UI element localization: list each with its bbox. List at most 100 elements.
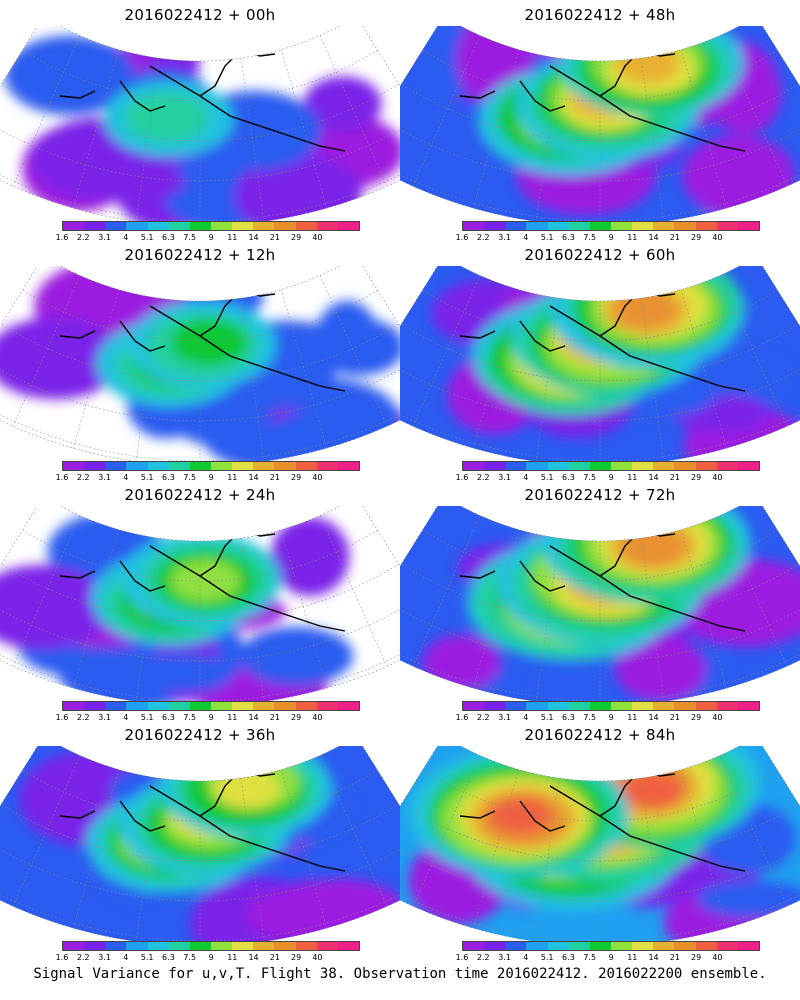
colorbar-swatch [505,702,527,710]
panel-title: 2016022412 + 60h [524,246,676,264]
colorbar-tick-label: 21 [269,713,280,722]
map-panel: 2016022412 + 60h 1.6 2.2 3.1 4 5.1 6.3 7.5 9 11 14… [400,240,800,490]
colorbar-tick-label: 4 [523,953,529,962]
colorbar-labels: 1.6 2.2 3.1 4 5.1 6.3 7.5 9 11 14 21 29 40 [56,473,360,485]
colorbar-tick-label: 2.2 [76,713,90,722]
colorbar-tick-label: 14 [648,713,659,722]
colorbar-tick-label: 6.3 [562,953,575,962]
colorbar-swatch [168,462,190,470]
colorbar-tick-label: 21 [669,233,680,242]
colorbar-swatch [253,942,275,950]
colorbar-swatch [632,942,654,950]
colorbar-swatch [105,702,127,710]
map-panel: 2016022412 + 84h 1.6 2.2 3.1 4 5.1 6.3 7.5 9 11 14… [400,720,800,970]
colorbar-tick-label: 29 [291,713,302,722]
colorbar-tick-label: 1.6 [455,473,469,482]
colorbar-swatch [632,462,654,470]
colorbar [462,461,760,471]
colorbar-swatch [505,222,527,230]
colorbar-tick-label: 5.1 [140,233,154,242]
colorbar-swatch [716,462,738,470]
colorbar-swatch [316,462,338,470]
colorbar-tick-label: 3.1 [98,233,111,242]
colorbar-tick-label: 21 [669,713,680,722]
colorbar-swatch [84,702,106,710]
colorbar-swatch [84,942,106,950]
colorbar-swatch [126,462,148,470]
colorbar-swatch [695,702,717,710]
colorbar-swatch [653,222,675,230]
colorbar-swatch [168,222,190,230]
colorbar-labels: 1.6 2.2 3.1 4 5.1 6.3 7.5 9 11 14 21 29 40 [56,713,360,725]
colorbar-tick-label: 7.5 [183,953,197,962]
colorbar-swatch [568,462,590,470]
variance-map [400,746,800,941]
colorbar-swatch [716,222,738,230]
colorbar-swatch [695,942,717,950]
map-panel: 2016022412 + 24h 1.6 2.2 3.1 4 5.1 6.3 7.5 9 11 14… [0,480,400,730]
colorbar-tick-label: 2.2 [76,233,90,242]
colorbar-swatch [189,222,211,230]
colorbar-tick-label: 11 [627,473,638,482]
colorbar-swatch [337,222,359,230]
colorbar-swatch [168,702,190,710]
colorbar-swatch [653,942,675,950]
colorbar-tick-label: 9 [208,713,214,722]
colorbar-swatch [147,222,169,230]
colorbar-tick-label: 5.1 [540,233,554,242]
colorbar-tick-label: 3.1 [498,953,511,962]
colorbar-swatch [610,942,633,950]
colorbar-tick-label: 40 [712,953,723,962]
colorbar-tick-label: 1.6 [55,473,69,482]
colorbar-swatch [274,702,296,710]
colorbar-swatch [610,702,633,710]
variance-map [0,746,400,941]
colorbar-tick-label: 4 [523,713,529,722]
colorbar [62,461,360,471]
colorbar-tick-label: 7.5 [583,953,597,962]
colorbar-tick-label: 29 [291,953,302,962]
colorbar-tick-label: 1.6 [55,953,69,962]
colorbar-tick-label: 2.2 [76,953,90,962]
colorbar-tick-label: 7.5 [583,713,597,722]
colorbar-swatch [295,462,317,470]
colorbar-swatch [189,942,211,950]
colorbar-tick-label: 7.5 [583,233,597,242]
map-panel: 2016022412 + 36h 1.6 2.2 3.1 4 5.1 6.3 7.5 9 11 14… [0,720,400,970]
colorbar-tick-label: 1.6 [55,233,69,242]
figure-caption: Signal Variance for u,v,T. Flight 38. Ob… [33,966,767,982]
colorbar-tick-label: 21 [269,953,280,962]
colorbar-swatch [232,222,254,230]
colorbar-swatch [547,942,569,950]
colorbar-swatch [737,462,759,470]
colorbar-tick-label: 14 [248,233,259,242]
colorbar-swatch [316,942,338,950]
colorbar-tick-label: 7.5 [583,473,597,482]
colorbar-swatch [126,702,148,710]
colorbar-swatch [463,222,485,230]
colorbar-swatch [274,942,296,950]
colorbar-tick-label: 11 [627,233,638,242]
colorbar-tick-label: 14 [648,233,659,242]
colorbar-swatch [505,942,527,950]
colorbar-tick-label: 6.3 [162,713,175,722]
variance-map [0,266,400,461]
colorbar-swatch [337,942,359,950]
colorbar-swatch [105,462,127,470]
colorbar-swatch [295,222,317,230]
colorbar-tick-label: 29 [691,953,702,962]
colorbar-tick-label: 2.2 [476,953,490,962]
colorbar-swatch [316,702,338,710]
colorbar-swatch [63,702,85,710]
colorbar-tick-label: 11 [627,713,638,722]
colorbar-swatch [147,942,169,950]
colorbar-tick-label: 11 [227,713,238,722]
colorbar-labels: 1.6 2.2 3.1 4 5.1 6.3 7.5 9 11 14 21 29 40 [456,953,760,965]
colorbar-swatch [126,942,148,950]
colorbar-tick-label: 1.6 [455,953,469,962]
colorbar-tick-label: 5.1 [140,473,154,482]
variance-map [0,506,400,701]
colorbar-swatch [126,222,148,230]
colorbar-tick-label: 21 [269,473,280,482]
colorbar-swatch [674,222,696,230]
